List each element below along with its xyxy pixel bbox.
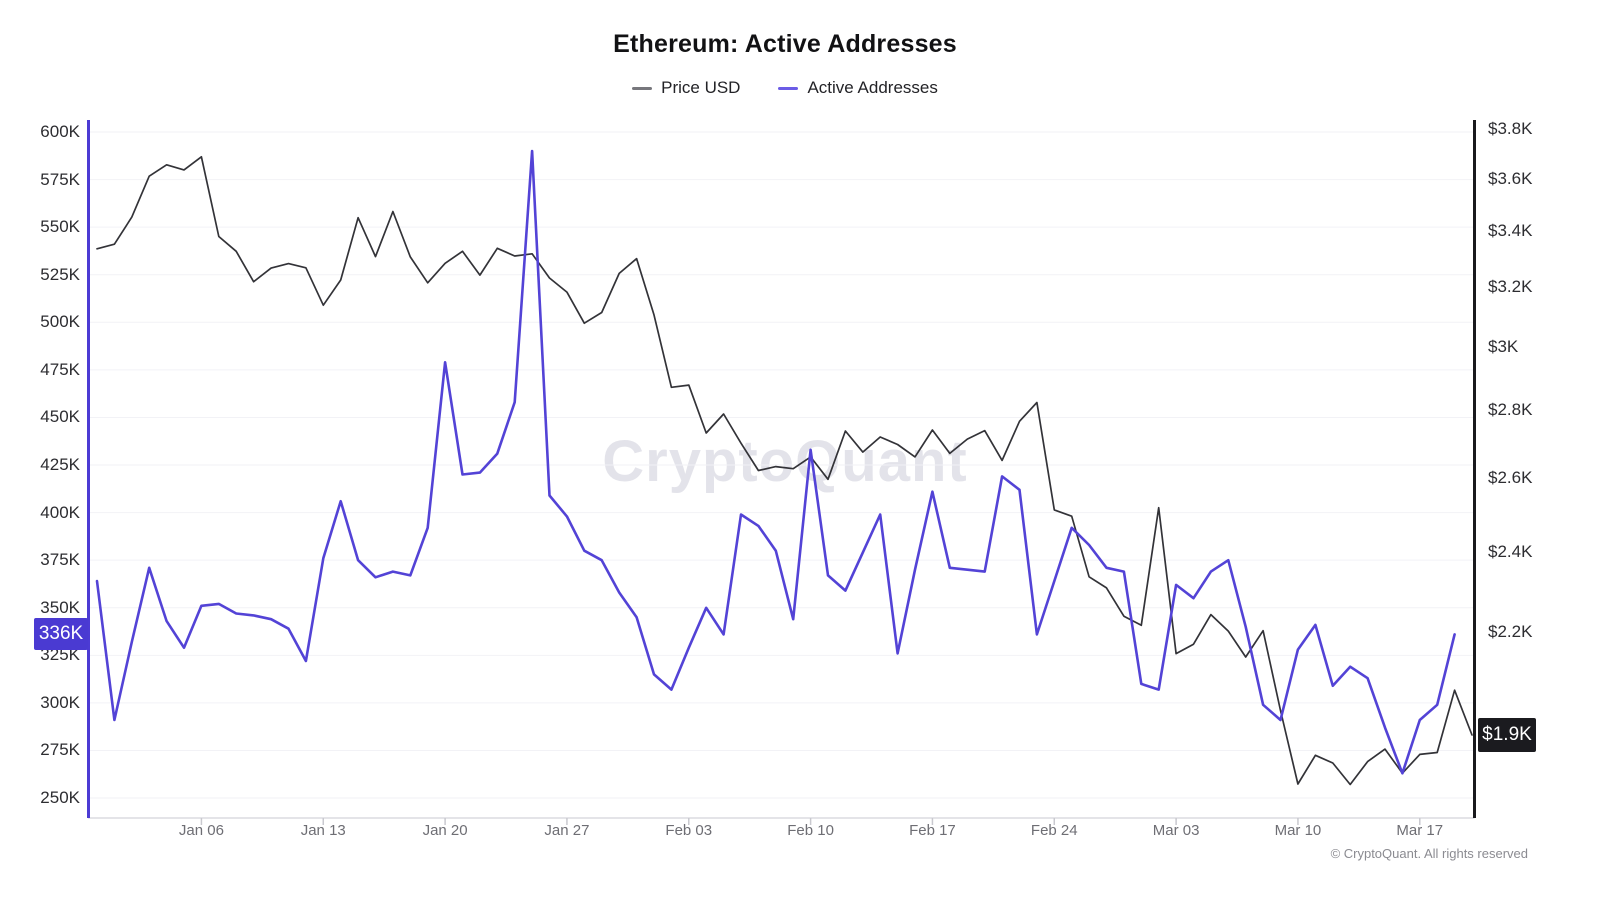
right-axis-tick-label: $3.2K — [1488, 277, 1533, 297]
x-axis-tick-label: Mar 17 — [1396, 822, 1444, 839]
addresses-line — [95, 149, 1456, 775]
left-axis-tick-label: 275K — [40, 740, 80, 760]
right-axis-tick-label: $2.4K — [1488, 541, 1533, 561]
chart-legend: Price USD Active Addresses — [0, 78, 1570, 98]
left-axis-tick-label: 300K — [40, 692, 80, 712]
x-axis-tick-label: Jan 27 — [544, 822, 590, 839]
x-axis-tick-label: Feb 24 — [1030, 822, 1078, 839]
right-axis-tick-label: $3.4K — [1488, 221, 1533, 241]
legend-item-active-addresses[interactable]: Active Addresses — [778, 78, 938, 98]
right-axis-tick-label: $3.6K — [1488, 168, 1533, 188]
left-axis-tick-label: 375K — [40, 550, 80, 570]
left-axis-tick-label: 450K — [40, 407, 80, 427]
x-axis-tick-label: Jan 20 — [422, 822, 468, 839]
addresses-series-dash-icon — [778, 86, 799, 90]
footer-copyright: © CryptoQuant. All rights reserved — [1330, 846, 1528, 861]
x-axis-tick-label: Jan 13 — [300, 822, 346, 839]
right-axis-tick-label: $3K — [1488, 336, 1519, 356]
left-axis-tick-label: 525K — [40, 264, 80, 284]
right-axis-tick-label: $2.8K — [1488, 400, 1533, 420]
left-axis-tick-label: 250K — [40, 788, 80, 808]
chart-title: Ethereum: Active Addresses — [613, 30, 957, 58]
x-axis-tick-label: Mar 03 — [1152, 822, 1200, 839]
left-axis-tick-label: 425K — [40, 455, 80, 475]
left-axis-tick-label: 575K — [40, 169, 80, 189]
active-addresses-badge: 336K — [34, 618, 88, 651]
left-axis-tick-label: 600K — [40, 122, 80, 141]
price-badge: $1.9K — [1478, 717, 1536, 752]
left-axis-tick-label: 350K — [40, 597, 80, 617]
x-axis-tick-label: Feb 17 — [909, 822, 956, 839]
left-axis-tick-label: 500K — [40, 312, 80, 332]
left-axis-tick-label: 325K — [40, 645, 80, 665]
left-axis-tick-label: 475K — [40, 359, 80, 379]
price-line — [96, 155, 1473, 786]
x-axis-tick-label: Feb 10 — [787, 822, 834, 839]
legend-label-active-addresses: Active Addresses — [807, 78, 938, 97]
left-axis-tick-label: 550K — [40, 217, 80, 237]
price-series-dash-icon — [632, 86, 653, 90]
x-axis-tick-label: Mar 10 — [1274, 822, 1322, 839]
left-axis-tick-label: 400K — [40, 502, 80, 522]
x-axis-tick-label: Feb 03 — [665, 822, 713, 839]
right-axis-tick-label: $3.8K — [1488, 119, 1533, 138]
legend-item-price[interactable]: Price USD — [632, 78, 740, 98]
x-axis-tick-label: Jan 06 — [178, 822, 224, 839]
right-axis-tick-label: $2.6K — [1488, 468, 1533, 488]
legend-label-price: Price USD — [661, 78, 741, 97]
right-axis-tick-label: $2.2K — [1488, 621, 1533, 641]
